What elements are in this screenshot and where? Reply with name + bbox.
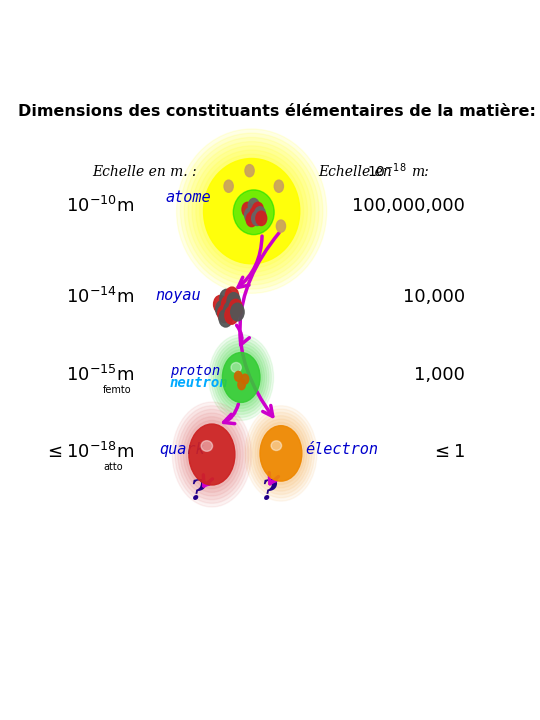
Text: 100,000,000: 100,000,000 [352, 197, 465, 215]
Text: ?: ? [189, 479, 205, 505]
Text: 10,000: 10,000 [403, 288, 465, 306]
Circle shape [209, 335, 274, 420]
Text: électron: électron [305, 442, 378, 457]
Circle shape [215, 300, 229, 318]
Circle shape [253, 415, 309, 491]
Circle shape [189, 424, 235, 485]
Ellipse shape [196, 150, 307, 272]
Circle shape [224, 302, 237, 319]
Circle shape [219, 310, 232, 327]
Circle shape [172, 402, 252, 507]
Text: $10^{-15}$m: $10^{-15}$m [66, 364, 134, 384]
Circle shape [276, 220, 286, 233]
Ellipse shape [180, 133, 323, 289]
Ellipse shape [271, 441, 281, 451]
Circle shape [245, 165, 254, 177]
Text: m:: m: [410, 166, 428, 179]
Ellipse shape [233, 190, 274, 235]
Circle shape [258, 423, 305, 485]
Circle shape [250, 207, 261, 221]
Ellipse shape [192, 146, 312, 276]
Text: Dimensions des constituants élémentaires de la matière:: Dimensions des constituants élémentaires… [18, 104, 536, 119]
Circle shape [213, 341, 269, 415]
Circle shape [213, 295, 227, 313]
Ellipse shape [200, 154, 303, 268]
Text: atto: atto [103, 462, 123, 472]
Circle shape [211, 338, 271, 418]
Text: atome: atome [166, 190, 212, 204]
Circle shape [234, 372, 242, 382]
Text: Echelle en: Echelle en [319, 166, 397, 179]
Circle shape [225, 287, 239, 305]
Circle shape [224, 180, 233, 192]
Circle shape [227, 292, 240, 310]
Circle shape [231, 303, 244, 321]
Text: quark: quark [160, 442, 205, 457]
Ellipse shape [184, 138, 319, 285]
Circle shape [222, 353, 260, 402]
Circle shape [245, 406, 317, 501]
Circle shape [253, 202, 264, 217]
Circle shape [245, 208, 255, 222]
Text: 1,000: 1,000 [414, 366, 465, 384]
Text: femto: femto [103, 384, 132, 395]
Circle shape [184, 417, 240, 492]
Text: neutron: neutron [170, 376, 228, 390]
Circle shape [248, 199, 259, 213]
Text: $\leq 10^{-18}$m: $\leq 10^{-18}$m [44, 442, 134, 462]
Circle shape [229, 300, 242, 317]
Circle shape [255, 419, 307, 487]
Ellipse shape [231, 362, 241, 372]
Text: $10^{-10}$m: $10^{-10}$m [66, 196, 134, 216]
Circle shape [256, 211, 267, 225]
Circle shape [238, 379, 245, 390]
Circle shape [242, 202, 253, 217]
Ellipse shape [204, 158, 300, 264]
Circle shape [252, 211, 262, 225]
Ellipse shape [177, 129, 327, 293]
Circle shape [186, 420, 238, 489]
Circle shape [254, 207, 266, 221]
Text: noyau: noyau [156, 289, 201, 303]
Circle shape [215, 343, 267, 411]
Circle shape [218, 346, 265, 408]
Text: $10^{-18}$: $10^{-18}$ [367, 161, 406, 180]
Circle shape [220, 289, 233, 307]
Circle shape [246, 212, 257, 227]
Ellipse shape [188, 142, 315, 281]
Circle shape [175, 406, 249, 503]
Circle shape [274, 180, 284, 192]
Text: ?: ? [260, 479, 276, 505]
Ellipse shape [201, 441, 213, 451]
Text: proton: proton [170, 364, 220, 378]
Circle shape [250, 413, 312, 495]
Text: $\leq1$: $\leq1$ [431, 444, 465, 462]
Circle shape [260, 426, 302, 481]
Circle shape [241, 374, 249, 384]
Circle shape [247, 409, 314, 498]
Circle shape [225, 307, 238, 324]
Circle shape [218, 305, 231, 323]
Circle shape [220, 349, 262, 405]
Circle shape [221, 295, 235, 313]
Circle shape [180, 413, 243, 496]
Text: $10^{-14}$m: $10^{-14}$m [66, 287, 134, 307]
Text: Echelle en m. :: Echelle en m. : [93, 166, 197, 179]
Circle shape [178, 410, 246, 500]
